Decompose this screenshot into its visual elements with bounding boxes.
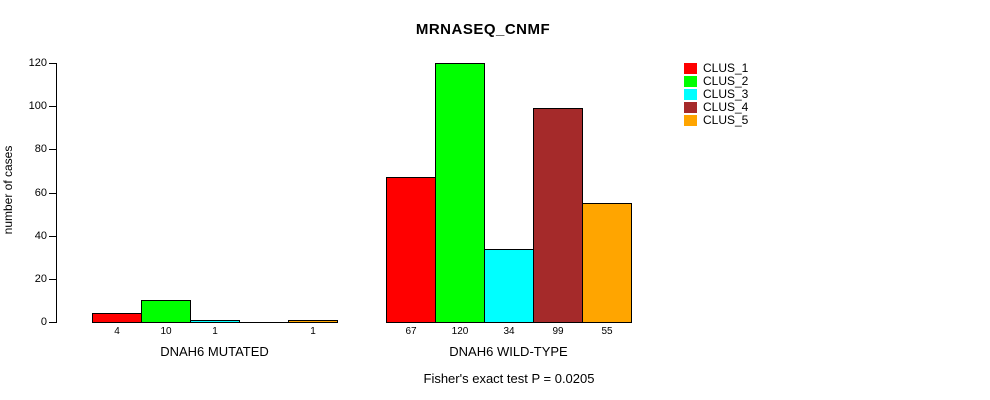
bar-value-label: 120 xyxy=(451,326,469,337)
legend-label: CLUS_2 xyxy=(703,74,749,88)
legend-label: CLUS_5 xyxy=(703,113,749,127)
bar-clus_3-mutated xyxy=(190,320,240,323)
legend-label: CLUS_4 xyxy=(703,100,749,114)
bar-clus_4-zero xyxy=(239,322,289,323)
bar-clus_5-wildtype xyxy=(582,203,632,323)
legend-item-clus_4: CLUS_4 xyxy=(684,101,748,114)
y-tick-label: 40 xyxy=(34,230,47,242)
bar-clus_1-wildtype xyxy=(386,177,436,323)
bar-value-label: 67 xyxy=(405,326,417,337)
bar-value-label: 1 xyxy=(212,326,218,337)
legend-label: CLUS_1 xyxy=(703,61,749,75)
bar-clus_5-mutated xyxy=(288,320,338,323)
chart-title: MRNASEQ_CNMF xyxy=(415,21,551,38)
bar-value-label: 34 xyxy=(503,326,515,337)
bar-value-label: 99 xyxy=(552,326,564,337)
fisher-test-note: Fisher's exact test P = 0.0205 xyxy=(423,371,595,386)
y-tick-mark xyxy=(49,322,56,323)
y-tick-mark xyxy=(49,149,56,150)
y-tick-mark xyxy=(49,193,56,194)
legend-swatch-icon xyxy=(684,102,697,113)
legend-item-clus_5: CLUS_5 xyxy=(684,114,748,127)
legend-label: CLUS_3 xyxy=(703,87,749,101)
legend: CLUS_1 CLUS_2 CLUS_3 CLUS_4 CLUS_5 xyxy=(684,62,748,127)
y-axis-label: number of cases xyxy=(1,145,15,235)
y-tick-mark xyxy=(49,236,56,237)
y-tick-mark xyxy=(49,106,56,107)
bar-clus_3-wildtype xyxy=(484,249,534,323)
bar-value-label: 55 xyxy=(601,326,613,337)
legend-swatch-icon xyxy=(684,115,697,126)
bar-clus_2-mutated xyxy=(141,300,191,323)
bar-clus_2-wildtype xyxy=(435,63,485,323)
group-label-wildtype: DNAH6 WILD-TYPE xyxy=(449,344,568,359)
y-tick-label: 80 xyxy=(34,143,47,155)
legend-swatch-icon xyxy=(684,89,697,100)
y-tick-mark xyxy=(49,279,56,280)
legend-swatch-icon xyxy=(684,76,697,87)
y-tick-label: 20 xyxy=(34,273,47,285)
bar-value-label: 10 xyxy=(160,326,172,337)
legend-swatch-icon xyxy=(684,63,697,74)
y-tick-label: 120 xyxy=(28,57,47,69)
legend-item-clus_2: CLUS_2 xyxy=(684,75,748,88)
y-axis-line xyxy=(56,63,57,323)
y-tick-label: 60 xyxy=(34,187,47,199)
bar-clus_4-wildtype xyxy=(533,108,583,323)
y-tick-mark xyxy=(49,63,56,64)
group-label-mutated: DNAH6 MUTATED xyxy=(160,344,269,359)
legend-item-clus_1: CLUS_1 xyxy=(684,62,748,75)
bar-clus_1-mutated xyxy=(92,313,142,323)
y-tick-label: 0 xyxy=(40,316,47,328)
legend-item-clus_3: CLUS_3 xyxy=(684,88,748,101)
bar-value-label: 4 xyxy=(114,326,120,337)
y-tick-label: 100 xyxy=(28,100,47,112)
bar-value-label: 1 xyxy=(310,326,316,337)
